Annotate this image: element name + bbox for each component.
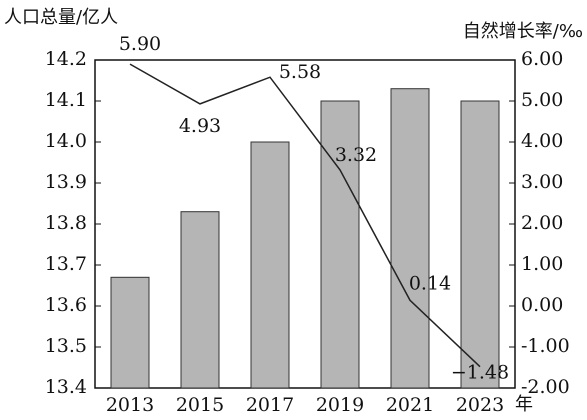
y2-tick-label: 5.00 bbox=[521, 89, 563, 111]
y2-tick-label: 1.00 bbox=[521, 253, 563, 275]
y-tick-label: 13.5 bbox=[45, 335, 87, 357]
y2-axis-title: 自然增长率/‰ bbox=[463, 21, 583, 42]
bar bbox=[250, 141, 290, 389]
y2-tick-label: 4.00 bbox=[521, 130, 563, 152]
y-tick-label: 13.4 bbox=[45, 376, 87, 398]
x-axis-unit: 年 bbox=[515, 394, 533, 415]
data-label: 3.32 bbox=[335, 144, 377, 166]
y2-tick-label: -1.00 bbox=[521, 335, 570, 357]
data-label: 5.90 bbox=[119, 33, 161, 55]
y2-tick-label: 6.00 bbox=[521, 48, 563, 70]
x-tick-label: 2021 bbox=[386, 394, 434, 416]
bar bbox=[110, 276, 150, 389]
y-tick-label: 13.8 bbox=[45, 212, 87, 234]
plot-frame bbox=[94, 59, 516, 389]
y-tick-label: 14.2 bbox=[45, 48, 87, 70]
y2-tick-label: -2.00 bbox=[521, 376, 570, 398]
x-tick-label: 2017 bbox=[246, 394, 294, 416]
y2-tick-label: 0.00 bbox=[521, 294, 563, 316]
y2-tick-label: 3.00 bbox=[521, 171, 563, 193]
y-tick-label: 14.1 bbox=[45, 89, 87, 111]
y-tick-label: 13.7 bbox=[45, 253, 87, 275]
data-label: 4.93 bbox=[179, 115, 221, 137]
y-tick-label: 13.9 bbox=[45, 171, 87, 193]
data-label: 5.58 bbox=[279, 61, 321, 83]
x-tick-label: 2019 bbox=[316, 394, 364, 416]
data-label: 0.14 bbox=[409, 272, 451, 294]
y-tick-label: 13.6 bbox=[45, 294, 87, 316]
x-tick-label: 2015 bbox=[176, 394, 224, 416]
y-axis-title: 人口总量/亿人 bbox=[4, 7, 118, 28]
x-tick-label: 2023 bbox=[456, 394, 504, 416]
line bbox=[129, 63, 481, 368]
bar bbox=[320, 100, 360, 389]
y-tick-label: 14.0 bbox=[45, 130, 87, 152]
y2-tick-label: 2.00 bbox=[521, 212, 563, 234]
bar bbox=[390, 88, 430, 389]
data-label: −1.48 bbox=[451, 362, 509, 384]
bar bbox=[180, 211, 220, 389]
bar bbox=[460, 100, 500, 389]
x-tick-label: 2013 bbox=[106, 394, 154, 416]
